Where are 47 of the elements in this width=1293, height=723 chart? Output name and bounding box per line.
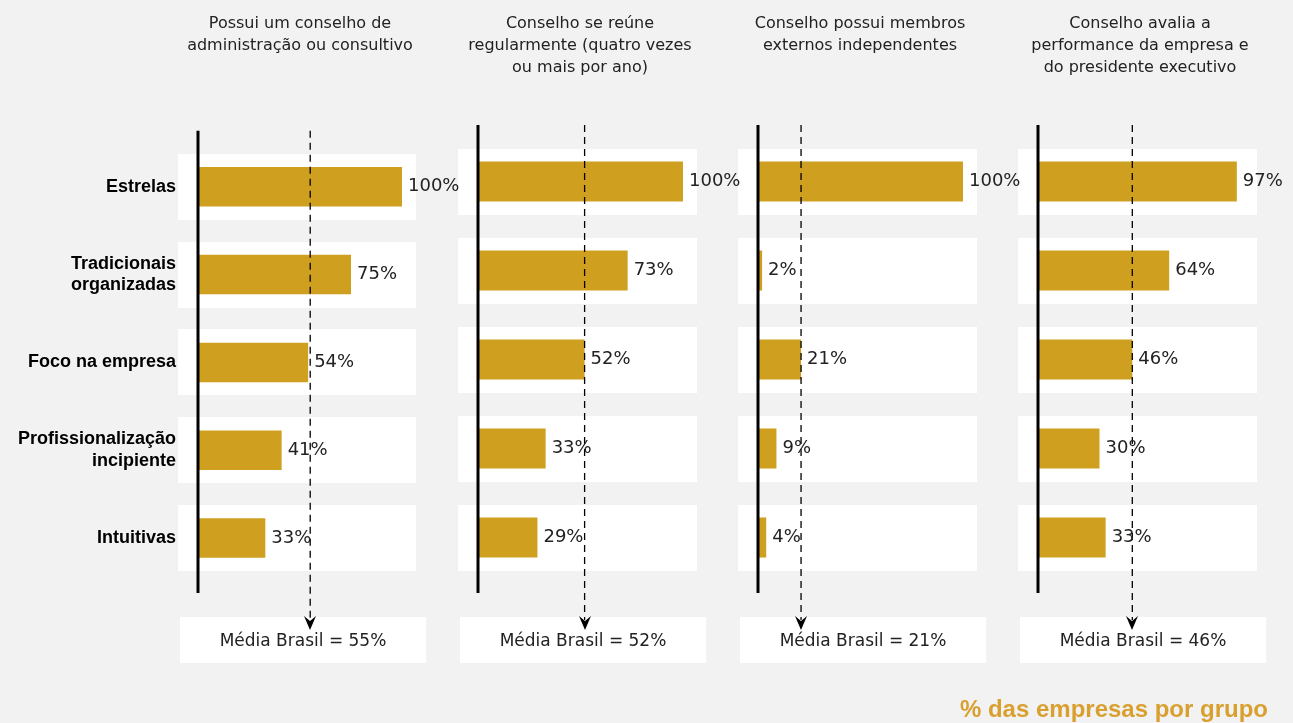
y-tick-label: Foco na empresa [27,351,177,372]
bar [198,518,266,558]
bar [198,430,282,470]
data-label: 97% [1242,169,1283,191]
data-label: 54% [314,350,355,372]
y-tick-label: Estrelas [105,175,176,196]
bar [478,339,585,380]
chart-title: Conselho se reúne regularmente (quatro vezes ou mais por ano) [467,12,693,78]
text: % das empresas por grupo [959,695,1268,723]
bar [478,428,546,469]
bar [1038,339,1133,380]
data-label: 46% [1138,347,1179,369]
bar [1038,517,1106,558]
bar [478,250,628,291]
bar [758,339,802,380]
data-label: 64% [1175,258,1216,280]
data-label: 73% [633,258,674,280]
chart-title: Conselho avalia a performance da empresa e do presidente executivo [1030,12,1250,78]
bar [1038,428,1100,469]
data-label: 4% [772,525,801,547]
data-label: 9% [782,436,812,458]
data-label: 21% [807,347,848,369]
ref-line-label: Média Brasil = 46% [1020,617,1266,663]
bar [198,342,309,383]
chart-title: Conselho possui membros externos independentes [753,12,967,56]
y-tick-label: Intuitivas [96,527,176,548]
data-label: 29% [543,525,584,547]
chart-title: Possui um conselho de administração ou consultivo [186,12,414,56]
data-label: 2% [768,258,797,280]
data-label: 52% [590,347,631,369]
data-label: 30% [1105,436,1146,458]
ref-line-label: Média Brasil = 52% [460,617,706,663]
y-tick-label: Profissionalização incipiente [17,428,176,471]
bar [478,517,538,558]
bar [198,254,351,295]
data-label: 75% [357,262,398,284]
legend-label: Média Brasil = 21% [740,617,986,663]
data-label: 100% [969,169,1021,191]
ref-line-label: Média Brasil = 55% [180,617,426,663]
bar [1038,250,1170,291]
data-label: 41% [287,437,328,459]
data-label: 33% [551,436,592,458]
data-label: 33% [271,525,312,547]
data-label: 100% [689,169,741,191]
data-label: 100% [408,174,460,196]
y-tick-label: Tradicionais organizadas [70,252,176,295]
data-label: 33% [1111,525,1152,547]
